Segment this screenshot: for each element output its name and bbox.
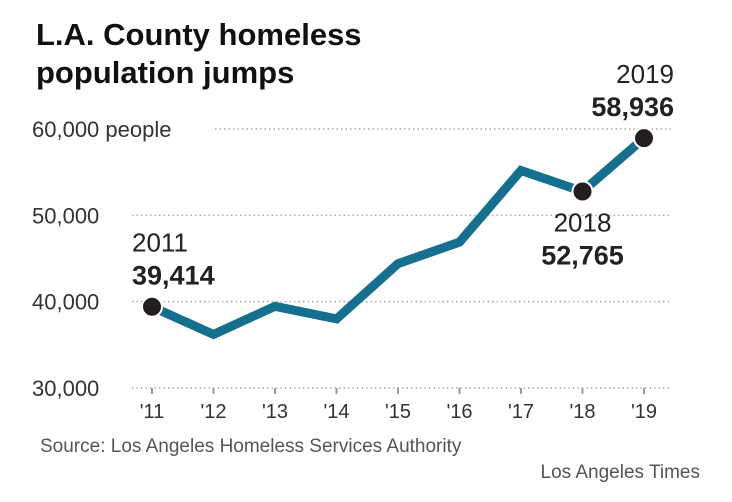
- chart-title-line-2: population jumps: [36, 55, 295, 90]
- annotation-year: 2011: [132, 228, 188, 258]
- y-tick-label: 50,000: [32, 203, 99, 228]
- data-point-marker: [633, 127, 655, 150]
- chart-title-line-1: L.A. County homeless: [36, 17, 362, 52]
- markers: [141, 127, 655, 318]
- y-tick-label: 30,000: [32, 376, 99, 401]
- chart-title: L.A. County homeless population jumps: [36, 16, 362, 92]
- series-line: [150, 134, 647, 340]
- x-tick-label: '18: [569, 401, 595, 423]
- data-point-marker: [571, 180, 594, 203]
- data-point-marker: [141, 295, 163, 318]
- x-tick-label: '16: [446, 401, 472, 423]
- annotation-value: 58,936: [591, 92, 674, 122]
- x-tick-label: '14: [323, 401, 349, 423]
- series-line-group: [150, 134, 647, 340]
- y-tick-label: 40,000: [32, 290, 99, 315]
- x-tick-label: '13: [262, 401, 288, 423]
- source-note: Source: Los Angeles Homeless Services Au…: [40, 436, 462, 457]
- x-tick-label: '17: [508, 401, 534, 423]
- x-tick-label: '11: [140, 401, 165, 423]
- annotation-value: 52,765: [541, 240, 624, 270]
- y-axis-ticks: 60,000 people 50,000 40,000 30,000: [32, 117, 171, 401]
- annotation-year: 2018: [554, 207, 612, 237]
- x-axis-ticks: '11 '12 '13 '14 '15 '16 '17 '18 '19: [140, 388, 657, 423]
- annotation-value: 39,414: [132, 261, 215, 291]
- x-tick-label: '12: [200, 401, 226, 423]
- credit-line: Los Angeles Times: [540, 462, 700, 483]
- x-tick-label: '15: [385, 401, 411, 423]
- x-tick-label: '19: [631, 401, 657, 423]
- annotation-year: 2019: [616, 59, 674, 89]
- y-tick-label: 60,000 people: [32, 117, 171, 142]
